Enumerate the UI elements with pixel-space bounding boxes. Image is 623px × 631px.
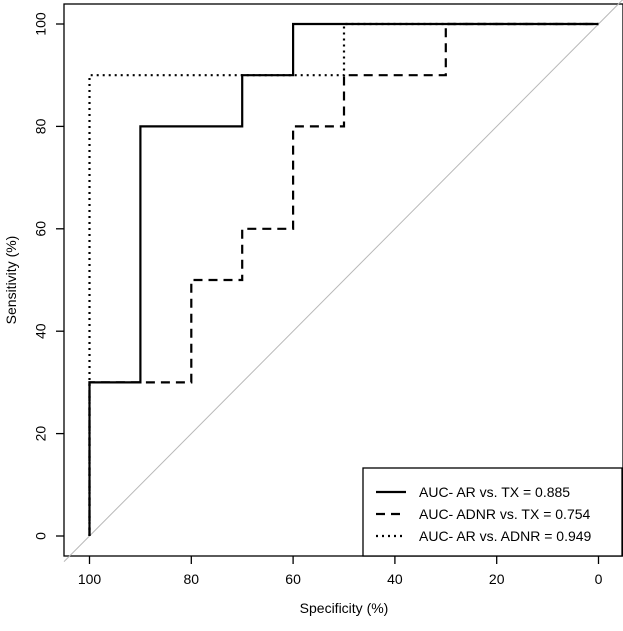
- y-axis-label: Sensitivity (%): [3, 236, 19, 325]
- series-line-adnr-vs-tx: [88, 22, 599, 536]
- series-layer: [88, 22, 599, 536]
- legend-box: [362, 467, 623, 557]
- legend-label: AUC- ADNR vs. TX = 0.754: [419, 506, 591, 522]
- y-tick-label: 80: [33, 118, 49, 134]
- series-line-ar-vs-adnr: [88, 22, 599, 536]
- x-tick-label: 20: [489, 571, 505, 587]
- diagonal-reference-line: [63, 0, 623, 563]
- legend-label: AUC- AR vs. ADNR = 0.949: [419, 528, 592, 544]
- plot-frame: [63, 3, 623, 557]
- legend-layer: AUC- AR vs. TX = 0.885 AUC- ADNR vs. TX =…: [362, 467, 623, 557]
- x-tick-label: 60: [285, 571, 301, 587]
- x-tick-label: 0: [595, 571, 603, 587]
- y-tick-label: 0: [33, 532, 49, 540]
- y-tick-label: 60: [33, 221, 49, 237]
- y-tick-label: 100: [33, 12, 49, 36]
- axes-layer: 100 80 60 40 20 0 0 20 40 60 80 100: [33, 3, 623, 587]
- y-tick-label: 40: [33, 323, 49, 339]
- y-tick-label: 20: [33, 426, 49, 442]
- reference-layer: [63, 0, 623, 563]
- x-tick-label: 40: [387, 571, 403, 587]
- x-axis-label: Specificity (%): [300, 600, 389, 616]
- legend-label: AUC- AR vs. TX = 0.885: [419, 484, 570, 500]
- x-tick-label: 100: [78, 571, 102, 587]
- x-tick-label: 80: [184, 571, 200, 587]
